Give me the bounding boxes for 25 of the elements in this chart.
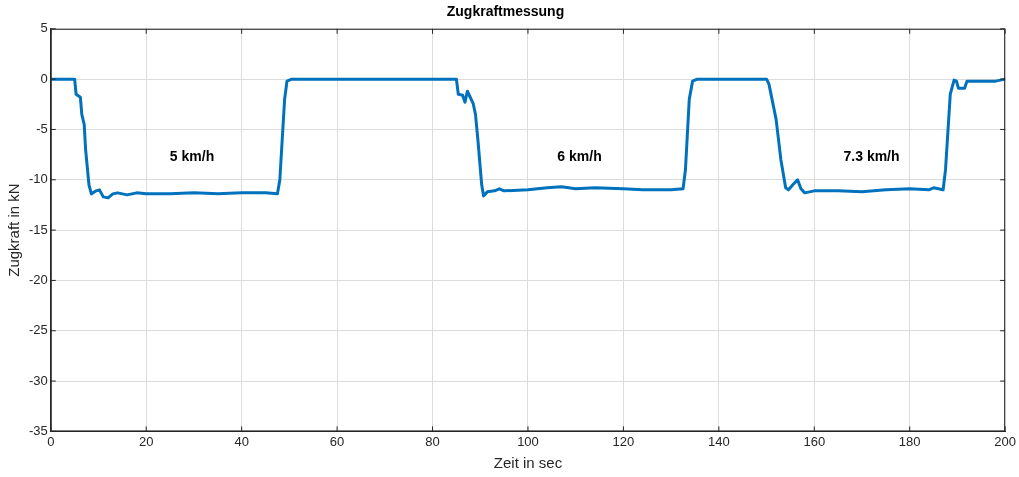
y-tick-label: 5 <box>40 20 48 36</box>
x-tick-label: 80 <box>425 433 440 449</box>
y-tick-label: -15 <box>28 221 48 237</box>
chart-title: Zugkraftmessung <box>446 3 565 20</box>
x-tick-label: 20 <box>138 433 154 449</box>
y-tick-label: -25 <box>28 322 48 338</box>
x-axis-title: Zeit in sec <box>493 454 563 472</box>
annotation: 6 km/h <box>557 148 602 165</box>
x-tick-label: 60 <box>329 433 345 449</box>
x-tick-label: 100 <box>517 433 539 449</box>
annotation: 7.3 km/h <box>843 148 900 165</box>
x-tick-label: 160 <box>803 433 826 449</box>
x-tick-label: 140 <box>707 433 730 449</box>
y-tick-label: 0 <box>40 70 48 86</box>
y-tick-label: -20 <box>28 272 48 287</box>
x-tick-label: 180 <box>898 433 921 449</box>
x-tick-label: 40 <box>234 433 249 449</box>
x-tick-label: 200 <box>994 433 1017 449</box>
annotation: 5 km/h <box>169 148 215 165</box>
y-tick-label: -30 <box>28 372 48 388</box>
y-tick-label: -10 <box>28 171 48 187</box>
y-axis-title: Zugkraft in kN <box>5 183 23 277</box>
x-tick-label: 120 <box>612 433 635 449</box>
y-tick-label: -35 <box>28 422 48 438</box>
y-tick-label: -5 <box>36 121 48 137</box>
